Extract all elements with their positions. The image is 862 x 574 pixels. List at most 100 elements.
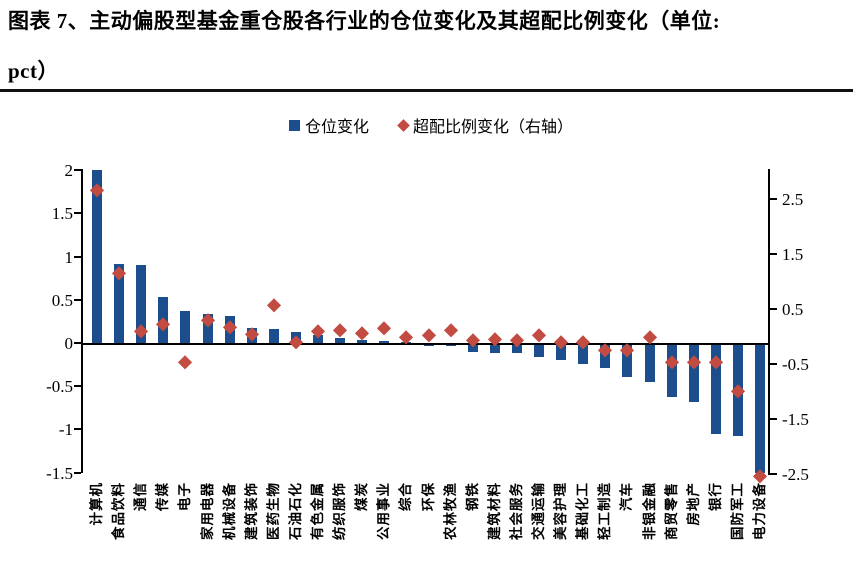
left-axis-line bbox=[81, 169, 83, 473]
scatter-diamond-point bbox=[642, 330, 657, 344]
x-axis-category-label: 煤炭 bbox=[354, 482, 370, 511]
right-axis-tick-label: 0.5 bbox=[782, 299, 804, 319]
scatter-diamond-point bbox=[355, 326, 369, 340]
title-divider-line bbox=[0, 89, 853, 92]
left-axis-tick-label: -0.5 bbox=[46, 377, 73, 397]
x-axis-category-label: 电子 bbox=[177, 482, 193, 511]
chart-bar bbox=[114, 263, 125, 343]
x-axis-category-label: 社会服务 bbox=[508, 482, 524, 540]
x-axis-category-label: 交通运输 bbox=[531, 482, 546, 540]
x-axis-category-label: 有色金属 bbox=[310, 482, 325, 540]
left-axis-tick bbox=[74, 385, 81, 388]
left-axis-tick bbox=[74, 428, 81, 431]
x-axis-category-label: 通信 bbox=[133, 482, 149, 511]
right-axis-tick bbox=[770, 197, 777, 200]
left-axis-tick bbox=[74, 471, 81, 474]
chart-bar bbox=[622, 345, 633, 377]
legend-label: 仓位变化 bbox=[304, 119, 369, 136]
right-axis-tick-label: -2.5 bbox=[782, 464, 809, 484]
right-axis-tick bbox=[770, 417, 777, 420]
x-axis-category-label: 基础化工 bbox=[575, 482, 591, 540]
chart-legend: 仓位变化 超配比例变化（右轴） bbox=[0, 113, 862, 137]
x-axis-category-label: 美容护理 bbox=[553, 482, 569, 540]
x-axis-category-label: 机械设备 bbox=[221, 482, 237, 540]
chart-bar bbox=[467, 345, 478, 352]
x-axis-category-label: 公用事业 bbox=[376, 482, 392, 540]
x-axis-category-label: 传媒 bbox=[155, 482, 171, 511]
x-axis-category-label: 房地产 bbox=[685, 482, 701, 526]
scatter-diamond-point bbox=[267, 298, 281, 312]
left-axis-tick-label: 1 bbox=[64, 247, 74, 267]
left-axis-tick-label: 0.5 bbox=[51, 290, 73, 310]
right-axis-tick bbox=[770, 362, 777, 365]
legend-item-position-change: 仓位变化 bbox=[288, 113, 369, 137]
chart-bar bbox=[710, 345, 721, 434]
chart-bar bbox=[180, 311, 191, 343]
chart-bar bbox=[688, 345, 699, 402]
chart-bar bbox=[268, 329, 279, 343]
left-axis-tick-label: 0 bbox=[64, 334, 74, 353]
right-axis-tick-label: -0.5 bbox=[782, 354, 809, 374]
chart-bar bbox=[600, 345, 611, 369]
left-axis-tick bbox=[74, 298, 81, 301]
x-axis-category-label: 国防军工 bbox=[729, 482, 745, 540]
x-axis-category-label: 建筑装饰 bbox=[243, 482, 259, 540]
scatter-diamond-point bbox=[333, 323, 347, 337]
x-axis-category-label: 农林牧渔 bbox=[442, 482, 458, 540]
figure-title: 图表 7、主动偏股型基金重仓股各行业的仓位变化及其超配比例变化（单位: pct） bbox=[8, 8, 854, 85]
x-axis-category-label: 计算机 bbox=[89, 482, 104, 526]
chart-bar bbox=[136, 265, 147, 343]
x-axis-category-label: 医药生物 bbox=[265, 482, 281, 540]
chart-bar bbox=[666, 345, 677, 397]
chart-bar bbox=[357, 340, 368, 343]
x-axis-category-label: 纺织服饰 bbox=[332, 482, 348, 540]
figure-title-line2: pct） bbox=[8, 59, 59, 83]
chart-bar bbox=[379, 341, 390, 343]
x-axis-category-label: 非银金融 bbox=[641, 482, 657, 540]
zero-axis-line bbox=[83, 343, 768, 345]
x-axis-category-label: 建筑材料 bbox=[486, 482, 502, 540]
left-axis-tick-label: 1.5 bbox=[51, 204, 73, 224]
left-axis-tick bbox=[74, 212, 81, 215]
chart-bar bbox=[556, 345, 567, 361]
left-axis-tick bbox=[74, 169, 81, 172]
scatter-diamond-point bbox=[377, 321, 392, 335]
x-axis-category-label: 钢铁 bbox=[464, 482, 480, 511]
chart-bar bbox=[578, 345, 589, 364]
x-axis-category-label: 电力设备 bbox=[752, 482, 767, 540]
left-axis-tick-label: -1.5 bbox=[46, 463, 73, 483]
figure-title-line1: 图表 7、主动偏股型基金重仓股各行业的仓位变化及其超配比例变化（单位: bbox=[8, 9, 721, 33]
right-axis-tick-label: 1.5 bbox=[782, 244, 804, 264]
chart-bar bbox=[92, 170, 102, 343]
chart-bar bbox=[445, 345, 456, 346]
left-axis-tick bbox=[74, 255, 81, 258]
x-axis-category-label: 轻工制造 bbox=[597, 482, 613, 540]
x-axis-category-label: 家用电器 bbox=[199, 482, 215, 540]
chart-bar bbox=[644, 345, 655, 382]
chart-bar bbox=[489, 345, 500, 353]
chart-bar bbox=[511, 345, 522, 354]
chart-bar bbox=[423, 345, 434, 346]
left-axis-tick bbox=[74, 342, 81, 344]
left-axis-tick-label: -1 bbox=[58, 420, 73, 440]
x-axis-category-label: 石油石化 bbox=[287, 482, 303, 540]
scatter-diamond-point bbox=[178, 355, 193, 369]
chart-bar bbox=[335, 337, 346, 343]
left-axis-tick-label: 2 bbox=[64, 161, 74, 181]
right-axis-tick bbox=[770, 252, 777, 255]
chart-bar bbox=[202, 313, 213, 343]
scatter-diamond-point bbox=[421, 328, 436, 342]
scatter-diamond-point bbox=[443, 323, 458, 337]
x-axis-category-label: 食品饮料 bbox=[111, 482, 127, 540]
right-axis-line bbox=[768, 169, 770, 475]
x-axis-category-label: 综合 bbox=[398, 482, 414, 511]
right-axis-tick-label: 2.5 bbox=[782, 189, 804, 209]
x-axis-category-label: 汽车 bbox=[619, 482, 635, 511]
right-axis-tick bbox=[770, 307, 777, 310]
legend-item-overweight-change: 超配比例变化（右轴） bbox=[397, 113, 573, 137]
scatter-diamond-point bbox=[532, 328, 546, 342]
right-axis-tick-label: -1.5 bbox=[782, 409, 809, 429]
x-axis-category-label: 环保 bbox=[420, 482, 436, 511]
